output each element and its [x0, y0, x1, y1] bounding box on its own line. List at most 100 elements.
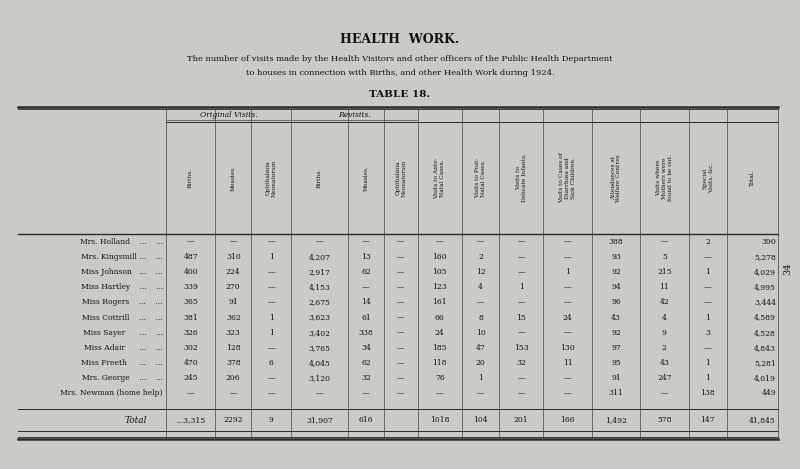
- Text: 224: 224: [226, 268, 241, 276]
- Text: 311: 311: [609, 389, 623, 397]
- Text: —: —: [397, 344, 405, 352]
- Text: —: —: [704, 344, 712, 352]
- Text: —: —: [518, 374, 525, 382]
- Text: 3,444: 3,444: [754, 298, 776, 306]
- Text: 362: 362: [226, 313, 241, 322]
- Text: 5,281: 5,281: [754, 359, 776, 367]
- Text: —: —: [267, 298, 275, 306]
- Text: Visits where
Mothers were
found to be out.: Visits where Mothers were found to be ou…: [656, 155, 673, 201]
- Text: —: —: [362, 238, 370, 246]
- Text: 6: 6: [269, 359, 274, 367]
- Text: 3,765: 3,765: [309, 344, 330, 352]
- Text: 4,019: 4,019: [754, 374, 776, 382]
- Text: 41,845: 41,845: [750, 416, 776, 424]
- Text: Visits to
Delicate Infants.: Visits to Delicate Infants.: [516, 153, 526, 203]
- Text: 161: 161: [433, 298, 447, 306]
- Text: to houses in connection with Births, and other Health Work during 1924.: to houses in connection with Births, and…: [246, 69, 554, 77]
- Text: 76: 76: [435, 374, 445, 382]
- Text: —: —: [267, 389, 275, 397]
- Text: Miss Adair      ...    ...: Miss Adair ... ...: [84, 344, 163, 352]
- Text: 4,207: 4,207: [309, 253, 330, 261]
- Text: —: —: [518, 389, 525, 397]
- Text: Mrs. George    ...    ...: Mrs. George ... ...: [82, 374, 163, 382]
- Text: 61: 61: [361, 313, 370, 322]
- Text: HEALTH  WORK.: HEALTH WORK.: [340, 32, 460, 45]
- Text: 47: 47: [476, 344, 486, 352]
- Text: —: —: [397, 359, 405, 367]
- Text: 66: 66: [435, 313, 445, 322]
- Text: 92: 92: [611, 268, 621, 276]
- Text: —: —: [477, 238, 484, 246]
- Text: —: —: [230, 389, 237, 397]
- Text: 1: 1: [706, 313, 710, 322]
- Text: 338: 338: [358, 329, 374, 337]
- Text: —: —: [704, 283, 712, 291]
- Text: —: —: [230, 238, 237, 246]
- Text: —: —: [362, 283, 370, 291]
- Text: 1018: 1018: [430, 416, 450, 424]
- Text: 160: 160: [433, 253, 447, 261]
- Text: Miss Freeth     ...    ...: Miss Freeth ... ...: [82, 359, 163, 367]
- Text: Miss Sayer      ...    ...: Miss Sayer ... ...: [82, 329, 163, 337]
- Text: 43: 43: [611, 313, 621, 322]
- Text: Total: Total: [125, 416, 147, 424]
- Text: —: —: [564, 374, 571, 382]
- Text: 270: 270: [226, 283, 241, 291]
- Text: 381: 381: [183, 313, 198, 322]
- Text: —: —: [704, 298, 712, 306]
- Text: 91: 91: [228, 298, 238, 306]
- Text: —: —: [518, 253, 525, 261]
- Text: —: —: [661, 389, 668, 397]
- Text: 1: 1: [478, 374, 483, 382]
- Text: 449: 449: [762, 389, 776, 397]
- Text: 378: 378: [226, 359, 241, 367]
- Text: —: —: [267, 238, 275, 246]
- Text: 1: 1: [706, 359, 710, 367]
- Text: —: —: [362, 389, 370, 397]
- Text: —: —: [397, 268, 405, 276]
- Text: Miss Hartley    ...    ...: Miss Hartley ... ...: [81, 283, 163, 291]
- Text: 118: 118: [433, 359, 447, 367]
- Text: Special
Visits, &c.: Special Visits, &c.: [702, 163, 714, 193]
- Text: 104: 104: [474, 416, 488, 424]
- Text: 201: 201: [514, 416, 529, 424]
- Text: 10: 10: [476, 329, 486, 337]
- Text: TABLE 18.: TABLE 18.: [370, 90, 430, 98]
- Text: 15: 15: [516, 313, 526, 322]
- Text: 9: 9: [662, 329, 666, 337]
- Text: —: —: [187, 389, 194, 397]
- Text: 24: 24: [435, 329, 445, 337]
- Text: —: —: [564, 298, 571, 306]
- Text: 1: 1: [269, 313, 274, 322]
- Text: —: —: [397, 389, 405, 397]
- Text: 4: 4: [662, 313, 666, 322]
- Text: —: —: [564, 238, 571, 246]
- Text: 32: 32: [516, 359, 526, 367]
- Text: Measles.: Measles.: [363, 165, 368, 191]
- Text: 3,120: 3,120: [309, 374, 330, 382]
- Text: —: —: [397, 298, 405, 306]
- Text: 123: 123: [433, 283, 447, 291]
- Text: 4,589: 4,589: [754, 313, 776, 322]
- Text: 105: 105: [433, 268, 447, 276]
- Text: 1: 1: [566, 268, 570, 276]
- Text: 14: 14: [361, 298, 370, 306]
- Text: Mrs. Kingsmill ...    ...: Mrs. Kingsmill ... ...: [81, 253, 163, 261]
- Text: 4,045: 4,045: [309, 359, 330, 367]
- Text: 95: 95: [611, 359, 621, 367]
- Text: 12: 12: [476, 268, 486, 276]
- Text: —: —: [518, 268, 525, 276]
- Text: 323: 323: [226, 329, 241, 337]
- Text: Revisits.: Revisits.: [338, 111, 371, 119]
- Text: —: —: [704, 253, 712, 261]
- Text: —: —: [436, 389, 444, 397]
- Text: 616: 616: [358, 416, 374, 424]
- Text: 166: 166: [560, 416, 575, 424]
- Text: The number of visits made by the Health Visitors and other officers of the Publi: The number of visits made by the Health …: [187, 55, 613, 63]
- Text: Births.: Births.: [188, 168, 193, 188]
- Text: Mrs. Holland    ...    ...: Mrs. Holland ... ...: [80, 238, 163, 246]
- Text: —: —: [397, 374, 405, 382]
- Text: 2: 2: [706, 238, 710, 246]
- Text: Visits to Ante-
Natal Cases.: Visits to Ante- Natal Cases.: [434, 157, 445, 199]
- Text: 32: 32: [361, 374, 371, 382]
